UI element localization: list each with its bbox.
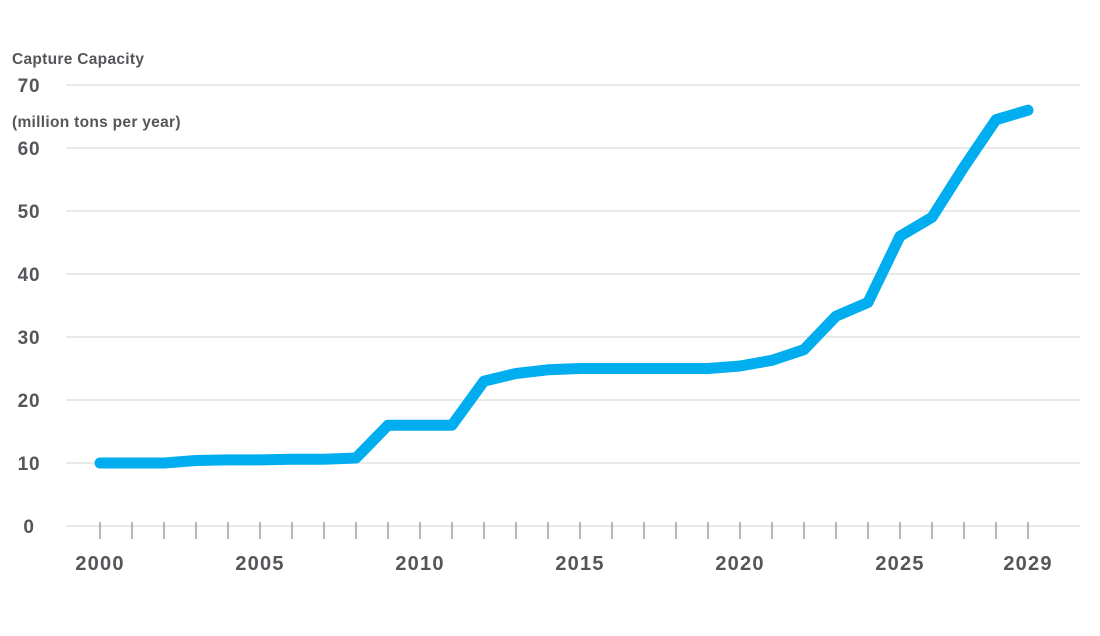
x-tick-label-2029: 2029 (1003, 553, 1052, 575)
y-tick-label-30: 30 (18, 328, 41, 349)
data-line-capture-capacity (94, 104, 1034, 469)
y-tick-label-0: 0 (23, 517, 34, 538)
y-tick-label-50: 50 (18, 202, 41, 223)
x-tick-label-2020: 2020 (715, 553, 764, 575)
x-tick-label-2010: 2010 (395, 553, 444, 575)
x-tick-label-2015: 2015 (555, 553, 604, 575)
x-tick-label-2025: 2025 (875, 553, 924, 575)
y-axis-title: Capture Capacity (million tons per year) (12, 7, 181, 175)
y-tick-label-70: 70 (18, 76, 41, 97)
x-tick-label-2005: 2005 (235, 553, 284, 575)
y-axis-title-line1: Capture Capacity (12, 51, 145, 68)
y-tick-label-10: 10 (18, 454, 41, 475)
y-tick-label-40: 40 (18, 265, 41, 286)
y-tick-label-60: 60 (18, 139, 41, 160)
y-axis-title-line2: (million tons per year) (12, 114, 181, 131)
y-tick-label-20: 20 (18, 391, 41, 412)
x-tick-label-2000: 2000 (75, 553, 124, 575)
